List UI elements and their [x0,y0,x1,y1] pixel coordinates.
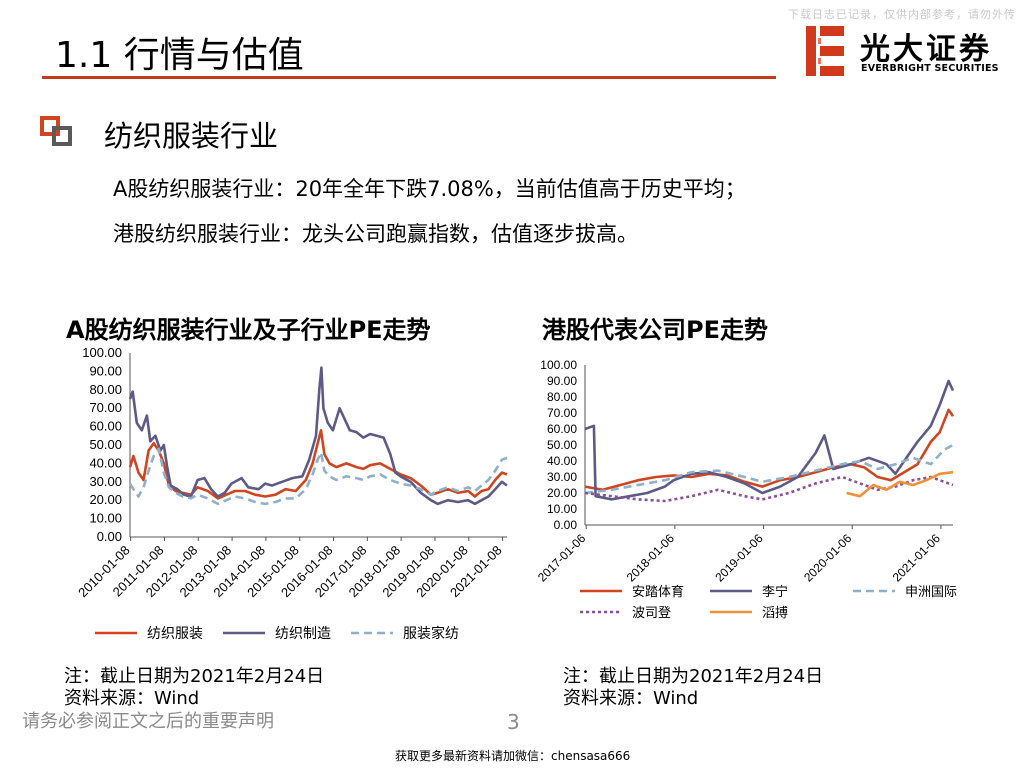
chart-a-pe-trend: 100.00 90.00 80.00 70.00 60.00 50.00 40.00 30.0… [75,345,508,641]
y-tick-label: 90.00 [89,363,122,378]
summary-line-a-share: A股纺织服装行业：20年全年下跌7.08%，当前估值高于历史平均； [113,177,746,201]
y-tick-label: 40.00 [547,454,577,468]
y-tick-label: 10.00 [547,502,577,516]
y-tick-label: 0.00 [97,529,122,544]
x-tick-label: 2018-01-06 [624,531,678,585]
logo-name-cn: 光大证券 [860,32,992,67]
chart-a-note: 注：截止日期为2021年2月24日 [64,666,325,687]
series-line-纺织制造 [128,366,508,506]
chart-a-source: 资料来源：Wind [64,688,200,709]
series-line-纺织服装 [128,429,508,500]
legend-label: 纺织服装 [147,625,203,641]
series-line-申洲国际 [584,443,954,495]
legend-label: 申洲国际 [905,584,957,599]
chart-b-source: 资料来源：Wind [563,688,699,709]
watermark-text: 下载日志已记录，仅供内部参考，请勿外传 [788,8,1016,21]
x-tick-label: 2017-01-06 [535,531,589,585]
y-tick-label: 30.00 [89,474,122,489]
y-tick-label: 70.00 [89,400,122,415]
chart-b-title: 港股代表公司PE走势 [542,316,768,344]
y-tick-label: 30.00 [547,470,577,484]
legend-label: 安踏体育 [632,584,684,599]
section-heading: 纺织服装行业 [104,119,279,153]
legend-label: 纺织制造 [275,625,331,641]
logo-mark-top [820,26,844,36]
y-tick-label: 20.00 [89,492,122,507]
logo-mark-bottom [820,66,844,76]
slide-title: 1.1 行情与估值 [55,35,304,76]
y-tick-label: 90.00 [547,374,577,388]
series-line-服装家纺 [128,447,508,506]
chart-b-note: 注：截止日期为2021年2月24日 [563,666,824,687]
disclaimer-text: 请务必参阅正文之后的重要声明 [22,711,274,732]
y-tick-label: 40.00 [89,455,122,470]
y-tick-label: 80.00 [547,390,577,404]
y-tick-label: 60.00 [89,419,122,434]
y-tick-label: 50.00 [89,437,122,452]
x-tick-label: 2021-01-06 [890,531,944,585]
y-tick-label: 100.00 [82,345,122,360]
page-number: 3 [507,710,520,734]
logo-mark-accent [818,58,821,64]
y-tick-label: 70.00 [547,406,577,420]
title-divider [42,76,776,79]
logo-name-en: EVERBRIGHT SECURITIES [861,63,999,74]
legend-label: 李宁 [762,584,788,599]
y-tick-label: 60.00 [547,422,577,436]
y-tick-label: 80.00 [89,382,122,397]
series-line-滔搏 [846,470,954,498]
series-line-李宁 [584,379,955,501]
chart-b-pe-trend: 100.00 90.00 80.00 70.00 60.00 50.00 40.00 30.0… [535,358,957,620]
logo-mark-accent [818,38,821,44]
y-tick-label: 0.00 [554,518,578,532]
y-tick-label: 100.00 [540,358,577,372]
footer-note: 获取更多最新资料请加微信：chensasa666 [395,749,631,763]
logo-mark-bar [806,26,816,76]
legend-label: 波司登 [632,605,671,620]
legend-label: 滔搏 [762,605,788,620]
logo-mark-mid [820,46,844,56]
y-tick-label: 10.00 [89,511,122,526]
chart-a-title: A股纺织服装行业及子行业PE走势 [66,316,431,344]
y-tick-label: 50.00 [547,438,577,452]
summary-line-hk-share: 港股纺织服装行业：龙头公司跑赢指数，估值逐步拔高。 [113,222,638,246]
x-tick-label: 2020-01-06 [801,531,855,585]
x-tick-label: 2019-01-06 [712,531,766,585]
everbright-logo [806,26,844,76]
square-bullet-icon [40,116,72,146]
series-line-安踏体育 [584,408,955,492]
legend-label: 服装家纺 [403,625,459,641]
y-tick-label: 20.00 [547,486,577,500]
